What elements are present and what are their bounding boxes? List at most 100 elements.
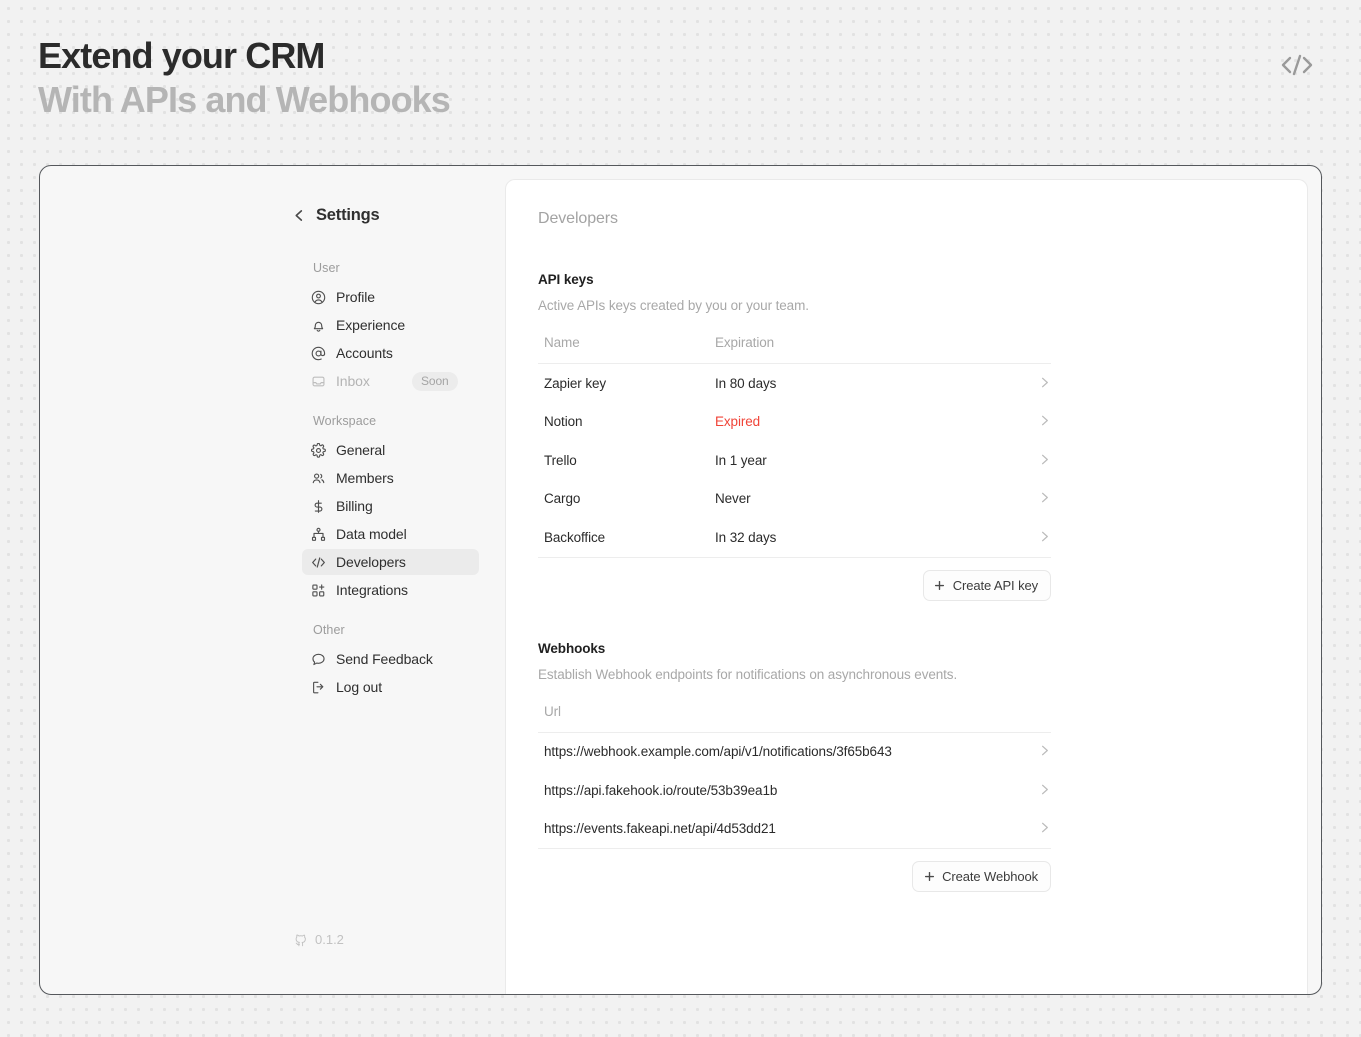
- sidebar-item-label: Billing: [336, 498, 373, 514]
- chevron-right-icon: [1037, 529, 1051, 543]
- sidebar-item-integrations[interactable]: Integrations: [302, 577, 479, 603]
- sidebar-item-label: General: [336, 442, 386, 458]
- webhooks-section: Webhooks Establish Webhook endpoints for…: [538, 640, 1051, 892]
- sidebar-item-members[interactable]: Members: [302, 465, 479, 491]
- nav-group-user: User Profile: [311, 261, 471, 394]
- webhook-url: https://webhook.example.com/api/v1/notif…: [544, 744, 892, 760]
- chevron-right-icon: [1037, 744, 1051, 758]
- api-key-expiration: Expired: [715, 414, 761, 430]
- create-webhook-button[interactable]: Create Webhook: [912, 861, 1051, 892]
- chevron-right-icon: [1037, 452, 1051, 466]
- panel-title: Developers: [538, 210, 618, 227]
- nav-group-label: User: [313, 261, 340, 275]
- sidebar-item-label: Send Feedback: [336, 651, 433, 667]
- page-title: Extend your CRM: [38, 35, 325, 76]
- logout-icon: [310, 679, 326, 695]
- create-api-key-label: Create API key: [952, 577, 1038, 593]
- sitemap-icon: [310, 526, 326, 542]
- sidebar-item-developers[interactable]: Developers: [302, 549, 479, 575]
- nav-group-label: Other: [313, 623, 345, 637]
- api-keys-table: Name Expiration Zapier key In 80 days: [538, 335, 1051, 558]
- chevron-right-icon: [1037, 414, 1051, 428]
- table-row[interactable]: https://events.fakeapi.net/api/4d53dd21: [538, 809, 1051, 849]
- api-key-expiration: In 80 days: [715, 375, 777, 391]
- section-title: API keys: [538, 272, 594, 287]
- settings-back-button[interactable]: Settings: [293, 206, 471, 225]
- settings-sidebar: Settings User Profile: [40, 166, 505, 994]
- users-icon: [310, 470, 326, 486]
- table-row[interactable]: https://webhook.example.com/api/v1/notif…: [538, 732, 1051, 771]
- api-key-expiration: Never: [715, 491, 751, 507]
- sidebar-item-label: Profile: [336, 289, 375, 305]
- sidebar-item-send-feedback[interactable]: Send Feedback: [302, 646, 479, 672]
- webhook-url: https://events.fakeapi.net/api/4d53dd21: [538, 809, 795, 849]
- sidebar-item-inbox: Inbox Soon: [302, 368, 479, 394]
- section-description: Establish Webhook endpoints for notifica…: [538, 666, 958, 682]
- create-api-key-button[interactable]: Create API key: [922, 569, 1051, 601]
- page-header: Extend your CRM With APIs and Webhooks: [38, 34, 738, 122]
- dollar-icon: [310, 498, 326, 514]
- sidebar-item-log-out[interactable]: Log out: [302, 674, 479, 700]
- sidebar-item-billing[interactable]: Billing: [302, 493, 479, 519]
- nav-group-label: Workspace: [313, 414, 377, 428]
- sidebar-item-accounts[interactable]: Accounts: [302, 340, 479, 366]
- user-circle-icon: [310, 289, 326, 305]
- bell-icon: [310, 317, 326, 333]
- column-header-spacer: [880, 335, 1051, 364]
- sidebar-item-label: Inbox: [336, 373, 370, 389]
- version-indicator[interactable]: 0.1.2: [293, 932, 344, 947]
- webhook-url: https://api.fakehook.io/route/53b39ea1b: [544, 782, 778, 798]
- speech-bubble-icon: [310, 651, 326, 667]
- table-row[interactable]: https://api.fakehook.io/route/53b39ea1b: [538, 771, 1051, 810]
- webhooks-table: Url https://webhook.example.com/api/v1/n…: [538, 703, 1051, 849]
- column-header-name: Name: [538, 335, 709, 364]
- sidebar-item-experience[interactable]: Experience: [302, 312, 479, 338]
- sidebar-item-label: Members: [336, 470, 394, 486]
- api-key-name: Zapier key: [544, 375, 607, 391]
- chevron-right-icon: [1037, 821, 1051, 835]
- column-header-url: Url: [538, 703, 795, 733]
- nav-group-workspace: Workspace General: [302, 414, 479, 603]
- column-header-expiration: Expiration: [709, 335, 880, 364]
- table-header-row: Name Expiration: [538, 335, 1051, 364]
- code-icon: [310, 554, 326, 570]
- sidebar-item-label: Log out: [336, 679, 383, 695]
- api-keys-section: API keys Active APIs keys created by you…: [538, 272, 1051, 601]
- table-row[interactable]: Cargo Never: [538, 480, 1051, 519]
- settings-title: Settings: [316, 206, 380, 224]
- chevron-right-icon: [1037, 782, 1051, 796]
- developers-panel: Developers API keys Active APIs keys cre…: [505, 179, 1308, 994]
- sidebar-item-label: Experience: [336, 317, 406, 333]
- github-icon: [293, 932, 308, 947]
- page-subtitle: With APIs and Webhooks: [38, 79, 451, 120]
- chevron-left-icon: [293, 209, 307, 223]
- plus-icon: [934, 579, 946, 591]
- create-webhook-label: Create Webhook: [942, 869, 1038, 884]
- table-row[interactable]: Notion Expired: [538, 403, 1051, 442]
- version-label: 0.1.2: [315, 932, 344, 947]
- api-key-name: Notion: [544, 414, 583, 430]
- grid-plus-icon: [310, 582, 326, 598]
- table-row[interactable]: Backoffice In 32 days: [538, 518, 1051, 558]
- sidebar-item-general[interactable]: General: [302, 437, 479, 463]
- section-description: Active APIs keys created by you or your …: [538, 298, 809, 313]
- api-key-name: Cargo: [544, 491, 581, 507]
- api-key-name: Trello: [544, 452, 577, 468]
- app-window: Settings User Profile: [39, 165, 1322, 995]
- table-row[interactable]: Trello In 1 year: [538, 441, 1051, 480]
- status-badge: Soon: [412, 371, 458, 391]
- nav-group-other: Other Send Feedback: [311, 623, 471, 700]
- sidebar-item-label: Accounts: [336, 345, 393, 361]
- api-key-name: Backoffice: [538, 518, 709, 558]
- sidebar-item-label: Integrations: [336, 582, 408, 598]
- inbox-icon: [310, 373, 326, 389]
- section-title: Webhooks: [538, 640, 606, 656]
- at-sign-icon: [310, 345, 326, 361]
- api-key-expiration: In 1 year: [715, 452, 767, 468]
- code-icon: [1275, 45, 1319, 85]
- sidebar-item-profile[interactable]: Profile: [302, 284, 479, 310]
- column-header-spacer: [794, 703, 1051, 733]
- sidebar-item-label: Data model: [336, 526, 407, 542]
- table-row[interactable]: Zapier key In 80 days: [538, 364, 1051, 403]
- sidebar-item-data-model[interactable]: Data model: [302, 521, 479, 547]
